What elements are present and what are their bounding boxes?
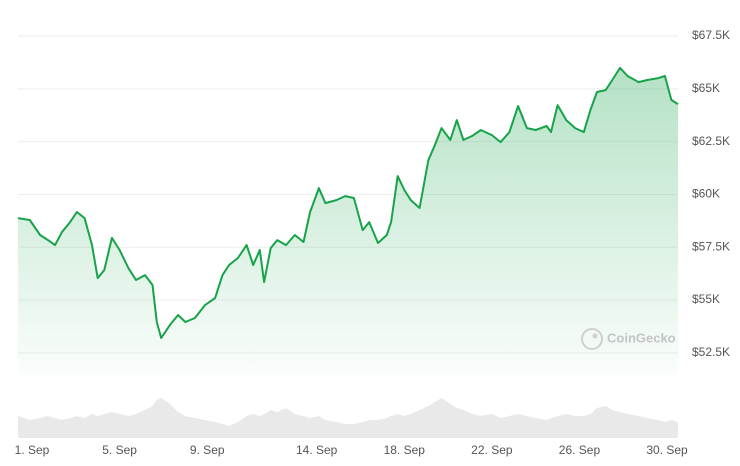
x-tick-label: 30. Sep — [646, 443, 688, 457]
y-tick-label: $55K — [692, 292, 720, 306]
x-tick-label: 1. Sep — [15, 443, 50, 457]
x-tick-label: 26. Sep — [559, 443, 601, 457]
watermark: CoinGecko — [581, 328, 676, 350]
y-tick-label: $60K — [692, 187, 720, 201]
y-tick-label: $65K — [692, 81, 720, 95]
x-tick-label: 5. Sep — [102, 443, 137, 457]
x-tick-label: 22. Sep — [471, 443, 513, 457]
area-fill — [18, 67, 678, 376]
watermark-text: CoinGecko — [607, 330, 676, 345]
x-tick-label: 9. Sep — [190, 443, 225, 457]
x-tick-label: 18. Sep — [384, 443, 426, 457]
y-tick-label: $57.5K — [692, 239, 730, 253]
y-tick-label: $62.5K — [692, 134, 730, 148]
y-tick-label: $52.5K — [692, 345, 730, 359]
price-line — [17, 66, 679, 339]
x-tick-label: 14. Sep — [296, 443, 338, 457]
volume-area — [18, 398, 678, 438]
y-tick-label: $67.5K — [692, 28, 730, 42]
